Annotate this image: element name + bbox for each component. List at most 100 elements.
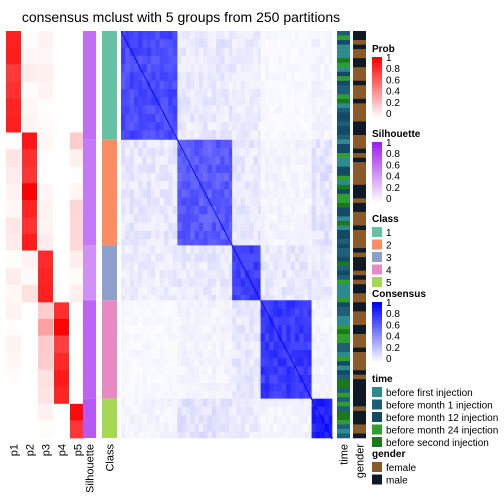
gender-cell — [353, 370, 366, 375]
consensus-cell — [224, 72, 230, 81]
consensus-diagonal-cell — [306, 389, 308, 392]
consensus-cell — [159, 64, 165, 73]
consensus-cell — [228, 261, 233, 271]
consensus-cell — [176, 341, 178, 351]
consensus-cell — [129, 366, 135, 376]
consensus-cell — [138, 383, 143, 392]
consensus-cell — [257, 105, 261, 115]
consensus-cell — [290, 189, 296, 199]
consensus-cell — [133, 230, 139, 240]
consensus-cell — [228, 181, 233, 190]
consensus-cell — [273, 316, 279, 326]
consensus-cell — [282, 300, 287, 309]
consensus-cell — [159, 270, 165, 279]
consensus-cell — [240, 206, 246, 215]
consensus-diagonal-cell — [280, 339, 283, 342]
consensus-cell — [249, 341, 254, 351]
consensus-cell — [228, 148, 233, 157]
consensus-cell — [286, 72, 291, 81]
consensus-cell — [159, 316, 165, 326]
time-cell — [337, 424, 350, 430]
prob-cell — [70, 250, 85, 269]
consensus-cell — [172, 138, 178, 141]
consensus-cell — [211, 383, 217, 392]
consensus-cell — [155, 148, 160, 157]
consensus-cell — [129, 239, 135, 246]
consensus-cell — [121, 206, 126, 215]
consensus-cell — [269, 156, 274, 165]
consensus-cell — [249, 156, 254, 165]
consensus-cell — [159, 156, 165, 165]
consensus-cell — [176, 105, 178, 115]
consensus-cell — [324, 189, 330, 199]
consensus-cell — [264, 398, 270, 408]
consensus-cell — [324, 156, 330, 165]
consensus-cell — [194, 239, 200, 246]
consensus-cell — [315, 139, 321, 149]
consensus-cell — [138, 164, 143, 174]
consensus-cell — [260, 415, 266, 424]
time-cell — [337, 388, 350, 394]
consensus-diagonal-cell — [302, 381, 304, 384]
consensus-cell — [142, 31, 148, 40]
consensus-cell — [286, 383, 291, 392]
consensus-cell — [324, 31, 330, 40]
consensus-cell — [190, 39, 195, 48]
consensus-cell — [203, 148, 208, 157]
consensus-cell — [177, 366, 182, 376]
consensus-cell — [125, 47, 130, 57]
consensus-cell — [290, 222, 296, 232]
consensus-cell — [220, 206, 225, 215]
consensus-cell — [207, 333, 213, 342]
consensus-cell — [168, 270, 173, 279]
consensus-cell — [294, 88, 300, 98]
consensus-cell — [176, 286, 178, 296]
consensus-cell — [177, 122, 182, 131]
consensus-cell — [260, 349, 266, 359]
consensus-cell — [236, 374, 242, 384]
consensus-cell — [240, 300, 246, 309]
consensus-cell — [207, 341, 213, 351]
consensus-cell — [121, 222, 126, 232]
consensus-cell — [324, 139, 330, 149]
consensus-cell — [324, 47, 330, 57]
consensus-diagonal-cell — [275, 329, 277, 332]
consensus-cell — [273, 172, 279, 182]
consensus-cell — [211, 80, 217, 90]
consensus-cell — [194, 105, 200, 115]
consensus-cell — [307, 295, 312, 301]
consensus-cell — [232, 164, 237, 174]
consensus-cell — [181, 139, 187, 149]
consensus-cell — [155, 245, 160, 254]
consensus-cell — [211, 97, 217, 106]
consensus-cell — [240, 423, 246, 433]
consensus-cell — [216, 383, 221, 392]
consensus-cell — [249, 300, 254, 309]
consensus-cell — [155, 366, 160, 376]
consensus-cell — [220, 130, 225, 139]
consensus-cell — [172, 333, 178, 342]
consensus-cell — [138, 300, 143, 309]
consensus-cell — [311, 341, 317, 351]
consensus-cell — [129, 122, 135, 131]
time-cell — [337, 144, 350, 149]
consensus-cell — [228, 197, 233, 207]
consensus-cell — [236, 72, 242, 81]
consensus-cell — [311, 164, 317, 174]
consensus-cell — [216, 239, 221, 246]
consensus-cell — [299, 97, 304, 106]
consensus-cell — [273, 138, 279, 141]
consensus-cell — [299, 423, 304, 433]
consensus-cell — [232, 122, 237, 131]
consensus-diagonal-cell — [223, 227, 225, 230]
consensus-cell — [232, 47, 237, 57]
consensus-cell — [264, 113, 270, 123]
consensus-cell — [253, 113, 259, 123]
consensus-cell — [273, 270, 279, 279]
consensus-cell — [138, 374, 143, 384]
gender-cell — [353, 184, 366, 190]
consensus-cell — [146, 341, 152, 351]
consensus-cell — [320, 383, 325, 392]
consensus-cell — [249, 415, 254, 424]
consensus-cell — [253, 295, 259, 301]
